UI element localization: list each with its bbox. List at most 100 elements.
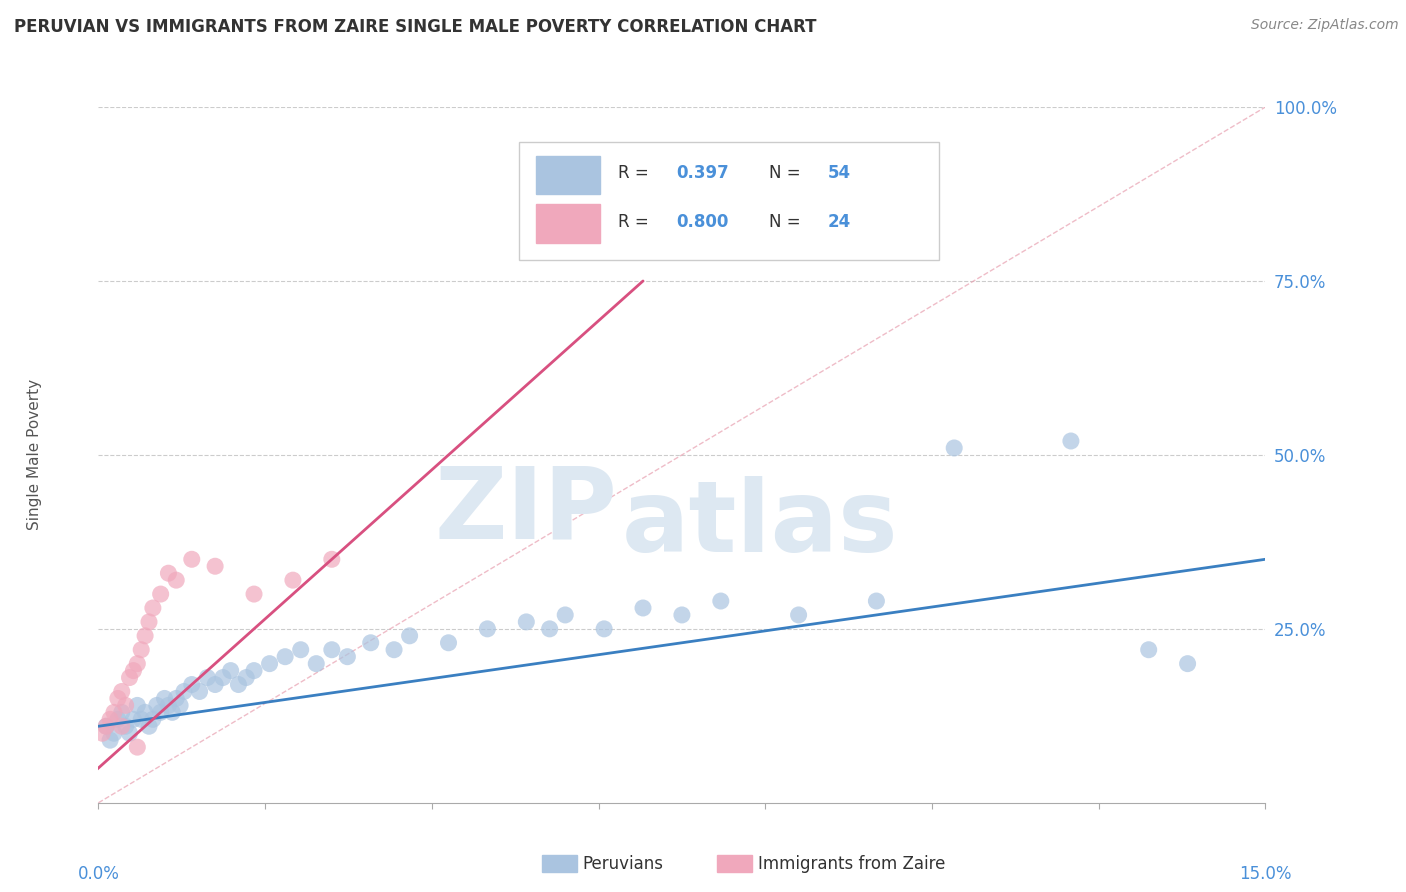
Point <box>180 552 202 566</box>
Point <box>180 677 202 691</box>
Point <box>219 664 242 678</box>
Point <box>631 601 654 615</box>
Point <box>142 712 165 726</box>
Point <box>554 607 576 622</box>
Point <box>243 664 266 678</box>
Point <box>515 615 537 629</box>
Text: 0.397: 0.397 <box>676 164 728 182</box>
Point <box>710 594 733 608</box>
Point <box>111 684 134 698</box>
Text: 54: 54 <box>828 164 851 182</box>
FancyBboxPatch shape <box>541 855 576 872</box>
Point <box>243 587 266 601</box>
Text: N =: N = <box>769 213 806 231</box>
Point <box>204 559 226 574</box>
Point <box>165 691 187 706</box>
Point <box>138 615 160 629</box>
Point <box>671 607 693 622</box>
Text: R =: R = <box>617 164 654 182</box>
Point <box>787 607 810 622</box>
Point <box>477 622 499 636</box>
FancyBboxPatch shape <box>536 204 600 243</box>
Point <box>122 664 145 678</box>
Point <box>943 441 966 455</box>
Text: 0.0%: 0.0% <box>77 865 120 883</box>
Point <box>157 698 180 713</box>
Text: 24: 24 <box>828 213 851 231</box>
Point <box>593 622 616 636</box>
Text: Source: ZipAtlas.com: Source: ZipAtlas.com <box>1251 18 1399 32</box>
FancyBboxPatch shape <box>717 855 752 872</box>
Point <box>321 552 343 566</box>
Text: atlas: atlas <box>621 476 898 573</box>
Point <box>398 629 420 643</box>
Point <box>96 719 118 733</box>
Point <box>138 719 160 733</box>
Point <box>114 719 136 733</box>
Point <box>111 719 134 733</box>
Point <box>281 573 304 587</box>
Point <box>142 601 165 615</box>
FancyBboxPatch shape <box>519 142 939 260</box>
Text: 15.0%: 15.0% <box>1239 865 1292 883</box>
Point <box>118 726 141 740</box>
Point <box>134 629 156 643</box>
Point <box>134 706 156 720</box>
Point <box>157 566 180 581</box>
Text: 0.800: 0.800 <box>676 213 728 231</box>
Point <box>91 726 114 740</box>
Point <box>259 657 281 671</box>
Point <box>305 657 328 671</box>
Point <box>321 642 343 657</box>
Point <box>118 671 141 685</box>
Point <box>149 587 172 601</box>
Text: Immigrants from Zaire: Immigrants from Zaire <box>758 855 945 873</box>
Point <box>127 657 149 671</box>
Point <box>1177 657 1199 671</box>
Point <box>165 573 187 587</box>
Point <box>129 642 152 657</box>
Text: PERUVIAN VS IMMIGRANTS FROM ZAIRE SINGLE MALE POVERTY CORRELATION CHART: PERUVIAN VS IMMIGRANTS FROM ZAIRE SINGLE… <box>14 18 817 36</box>
Point <box>127 698 149 713</box>
Point <box>111 706 134 720</box>
Point <box>1060 434 1083 448</box>
Point <box>146 698 169 713</box>
Point <box>336 649 359 664</box>
Text: Single Male Poverty: Single Male Poverty <box>27 379 42 531</box>
Point <box>212 671 235 685</box>
Point <box>1137 642 1160 657</box>
Point <box>127 740 149 755</box>
Point <box>107 712 129 726</box>
Point <box>235 671 257 685</box>
Point <box>149 706 172 720</box>
Point <box>228 677 250 691</box>
Text: Peruvians: Peruvians <box>582 855 664 873</box>
Point <box>382 642 405 657</box>
Point <box>162 706 184 720</box>
Point <box>103 726 125 740</box>
Point <box>107 691 129 706</box>
Point <box>98 712 121 726</box>
Point <box>122 712 145 726</box>
Text: R =: R = <box>617 213 654 231</box>
Point <box>865 594 887 608</box>
Text: ZIP: ZIP <box>434 462 617 559</box>
Text: N =: N = <box>769 164 806 182</box>
Point <box>96 719 118 733</box>
Point <box>274 649 297 664</box>
Point <box>188 684 211 698</box>
Point <box>360 636 382 650</box>
Point <box>173 684 195 698</box>
Point <box>98 733 121 747</box>
Point <box>103 706 125 720</box>
Point <box>129 712 152 726</box>
Point <box>114 698 136 713</box>
Point <box>437 636 460 650</box>
Point <box>169 698 191 713</box>
Point <box>153 691 176 706</box>
Point <box>204 677 226 691</box>
Point <box>538 622 561 636</box>
Point <box>290 642 312 657</box>
FancyBboxPatch shape <box>536 156 600 194</box>
Point <box>195 671 218 685</box>
